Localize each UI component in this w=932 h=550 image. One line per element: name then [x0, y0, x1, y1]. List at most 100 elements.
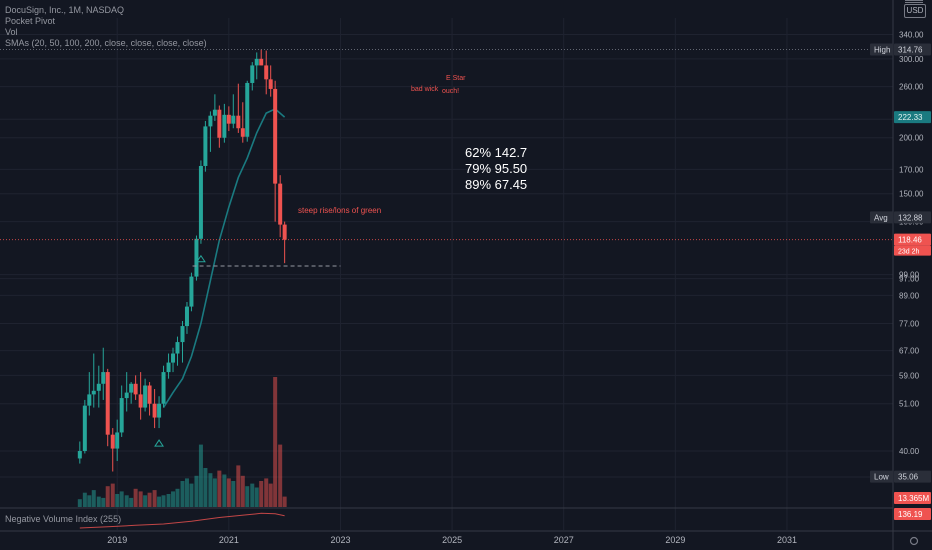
- fib-level-2: 89% 67.45: [465, 177, 527, 192]
- low-label: 35.06: [898, 473, 919, 482]
- fib-level-1: 79% 95.50: [465, 161, 527, 176]
- bad-wick-annotation: bad wick: [411, 86, 439, 93]
- sma-line: [162, 107, 286, 409]
- candle-body: [184, 306, 189, 327]
- pocket-pivot-triangle: [154, 439, 165, 447]
- candle-body: [278, 183, 283, 225]
- legend-smas[interactable]: SMAs (20, 50, 100, 200, close, close, cl…: [5, 38, 207, 48]
- last-price-label-sub: 23d 2h: [898, 249, 920, 256]
- last-price-label-bg: [894, 233, 931, 246]
- candle-body: [245, 82, 250, 137]
- settings-icon[interactable]: [909, 536, 919, 546]
- avg-label-tag-bg: [870, 211, 893, 224]
- volume-bar: [208, 473, 213, 507]
- candle-body: [161, 372, 166, 404]
- candle-body: [82, 405, 87, 452]
- x-tick-label: 2023: [330, 535, 350, 545]
- candle-body: [119, 398, 124, 433]
- volume-bar: [194, 475, 199, 507]
- volume-bar: [250, 483, 255, 507]
- volume-bar: [77, 499, 82, 507]
- menu-icon[interactable]: [905, 0, 923, 3]
- volume-bar: [157, 496, 162, 507]
- volume-bar: [161, 495, 166, 507]
- volume-bar: [245, 486, 250, 507]
- candlesticks: [77, 49, 287, 472]
- candle-body: [198, 165, 203, 239]
- high-label-tag-bg: [870, 43, 893, 56]
- y-tick-label: 97.00: [899, 275, 920, 284]
- volume-bar: [198, 444, 203, 507]
- candle-body: [166, 362, 171, 373]
- volume-bar: [82, 492, 87, 507]
- candle-body: [171, 353, 176, 363]
- low-label-tag: Low: [874, 473, 889, 482]
- x-tick-label: 2027: [554, 535, 574, 545]
- candle-body: [91, 390, 96, 395]
- e-star-annotation: E Star: [446, 75, 466, 82]
- candle-body: [152, 403, 157, 418]
- last-price-label: 118.46: [898, 236, 922, 245]
- avg-label-bg: [894, 211, 931, 224]
- volume-bar: [138, 491, 143, 507]
- volume-bar: [222, 474, 227, 507]
- candle-body: [254, 58, 259, 66]
- volume-bar: [240, 475, 245, 507]
- candle-body: [105, 372, 110, 435]
- high-label-tag: High: [874, 45, 890, 54]
- volume-bar: [212, 478, 217, 507]
- candle-body: [250, 65, 255, 83]
- pocket-pivot-triangle: [195, 254, 206, 263]
- x-tick-label: 2025: [442, 535, 462, 545]
- candle-body: [226, 114, 231, 124]
- candle-body: [208, 115, 213, 127]
- x-tick-label: 2019: [107, 535, 127, 545]
- volume-bar: [101, 497, 106, 507]
- volume-bar: [264, 478, 269, 507]
- candle-body: [124, 392, 129, 399]
- candle-body: [143, 385, 148, 408]
- volume-bar: [91, 490, 96, 507]
- candle-body: [194, 238, 199, 277]
- volume-value-label-bg: [894, 492, 931, 504]
- pocket-pivot-markers: [154, 254, 206, 447]
- y-tick-label: 340.00: [899, 30, 924, 39]
- y-tick-label: 300.00: [899, 55, 924, 64]
- volume-bar: [87, 495, 92, 507]
- chart-legend: DocuSign, Inc., 1M, NASDAQ Pocket Pivot …: [5, 5, 207, 49]
- y-tick-label: 200.00: [899, 134, 924, 143]
- currency-badge[interactable]: USD: [904, 4, 926, 18]
- high-label-bg: [894, 43, 931, 56]
- time-axis[interactable]: 2019 2021 2023 2025 2027 2029 2031: [107, 535, 797, 545]
- volume-bar: [226, 478, 231, 507]
- nvi-legend[interactable]: Negative Volume Index (255): [5, 514, 122, 524]
- y-tick-label: 99.00: [899, 271, 920, 280]
- legend-vol[interactable]: Vol: [5, 27, 18, 37]
- candle-body: [77, 451, 82, 459]
- volume-bar: [143, 495, 148, 507]
- volume-value-label: 13.365M: [898, 494, 929, 503]
- volume-bar: [282, 496, 287, 507]
- last-price-label-sub-bg: [894, 245, 931, 256]
- volume-bar: [152, 490, 157, 507]
- y-tick-label: 77.00: [899, 320, 920, 329]
- y-tick-label: 260.00: [899, 83, 924, 92]
- y-tick-label: 150.00: [899, 190, 924, 199]
- volume-bar: [175, 488, 180, 507]
- volume-bar: [254, 487, 259, 507]
- candle-body: [282, 224, 287, 240]
- candle-body: [87, 394, 92, 406]
- low-label-bg: [894, 470, 931, 483]
- candle-body: [222, 114, 227, 138]
- candle-body: [147, 385, 152, 404]
- candle-body: [212, 109, 217, 116]
- candle-body: [217, 109, 222, 138]
- legend-title[interactable]: DocuSign, Inc., 1M, NASDAQ: [5, 5, 125, 15]
- volume-bar: [217, 470, 222, 507]
- candle-body: [203, 126, 208, 166]
- y-tick-label: 59.00: [899, 371, 920, 380]
- legend-pocket-pivot[interactable]: Pocket Pivot: [5, 16, 56, 26]
- horizontal-lines: [0, 48, 893, 267]
- candle-body: [180, 326, 185, 343]
